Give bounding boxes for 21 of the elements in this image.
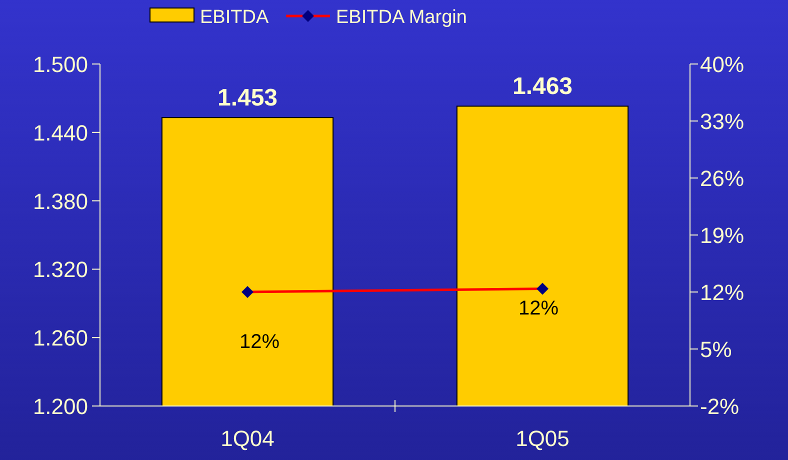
data-label: 12% bbox=[239, 331, 280, 353]
y-tick-label: 1.500 bbox=[32, 52, 88, 77]
y-tick-label: 1.200 bbox=[32, 394, 88, 419]
data-label: 1.453 bbox=[217, 84, 278, 112]
y2-tick-label: -2% bbox=[700, 394, 740, 419]
y-tick-label: 1.320 bbox=[32, 257, 88, 282]
x-tick-label: 1Q05 bbox=[516, 426, 570, 451]
y-tick-label: 1.440 bbox=[32, 120, 88, 146]
y2-tick-label: 5% bbox=[700, 337, 732, 362]
data-label: 12% bbox=[518, 298, 559, 320]
y2-tick-label: 33% bbox=[700, 109, 744, 134]
y2-tick-label: 26% bbox=[700, 166, 744, 191]
y2-tick-label: 12% bbox=[700, 280, 744, 305]
data-label: 1.463 bbox=[512, 73, 573, 100]
y2-tick-label: 19% bbox=[700, 223, 744, 248]
y2-tick-label: 40% bbox=[700, 52, 744, 77]
legend-label: EBITDA Margin bbox=[336, 7, 467, 28]
legend-label: EBITDA bbox=[200, 7, 269, 28]
y-tick-label: 1.380 bbox=[32, 188, 88, 214]
x-tick-label: 1Q04 bbox=[220, 426, 274, 451]
y-tick-label: 1.260 bbox=[32, 326, 88, 351]
